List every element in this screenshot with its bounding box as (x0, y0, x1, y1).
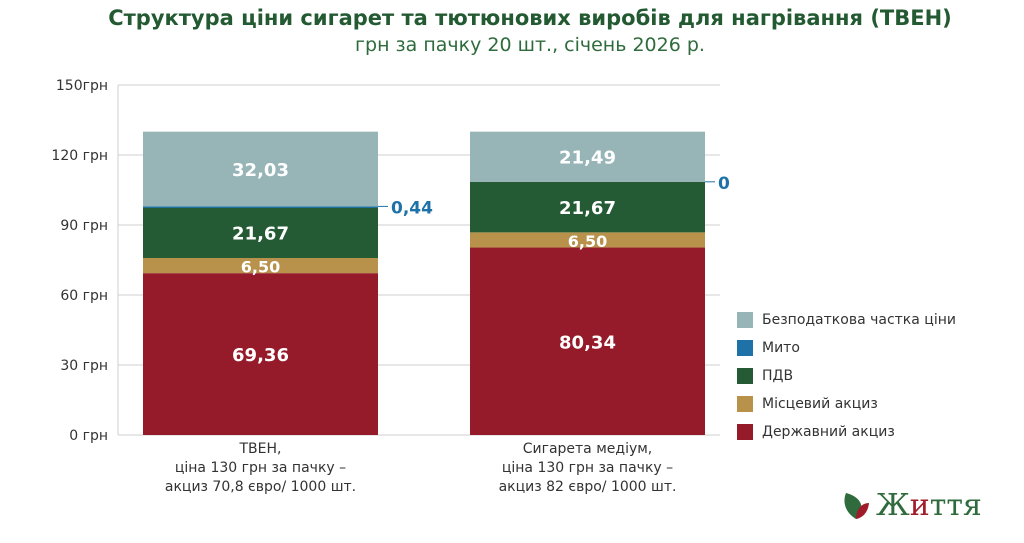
legend-item: Мито (737, 334, 956, 362)
legend-label: Державний акциз (762, 424, 895, 440)
bar-segment (143, 207, 378, 258)
x-tick-label: ціна 130 грн за пачку – (175, 460, 346, 476)
y-tick-label: 120 грн (51, 148, 108, 164)
legend-swatch (737, 368, 753, 384)
legend-swatch (737, 424, 753, 440)
legend-swatch (737, 340, 753, 356)
bar-segment (470, 181, 705, 233)
bar-segment (143, 131, 378, 207)
leaf-icon (844, 492, 869, 519)
data-label: 6,50 (241, 258, 280, 277)
bar-segment (143, 206, 378, 208)
data-label: 32,03 (232, 160, 289, 181)
data-label: 21,49 (559, 148, 616, 169)
legend-label: Місцевий акциз (762, 396, 878, 412)
data-label: 21,67 (232, 224, 289, 245)
y-tick-label: 0 грн (69, 428, 108, 444)
bar-segment (143, 273, 378, 435)
y-tick-label: 60 грн (60, 288, 108, 304)
legend-item: Безподаткова частка ціни (737, 306, 956, 334)
bar-segment (470, 232, 705, 248)
x-tick-label: ТВЕН, (239, 441, 282, 457)
legend-item: Державний акциз (737, 418, 956, 446)
legend-item: ПДВ (737, 362, 956, 390)
data-label: 0,44 (391, 198, 433, 218)
data-label: 21,67 (559, 198, 616, 219)
legend-item: Місцевий акциз (737, 390, 956, 418)
data-label: 6,50 (568, 232, 607, 251)
legend-label: Мито (762, 340, 800, 356)
chart-title: Структура ціни сигарет та тютюнових виро… (108, 6, 952, 30)
x-tick-label: Сигарета медіум, (523, 441, 653, 457)
bar-segment (470, 247, 705, 435)
y-tick-label: 90 грн (60, 218, 108, 234)
data-label: 69,36 (232, 345, 289, 366)
bar-segment (143, 257, 378, 274)
legend-label: Безподаткова частка ціни (762, 312, 956, 328)
x-tick-label: акциз 70,8 євро/ 1000 шт. (165, 479, 356, 495)
data-label: 0 (718, 174, 730, 194)
x-tick-label: акциз 82 євро/ 1000 шт. (499, 479, 677, 495)
x-tick-label: ціна 130 грн за пачку – (502, 460, 673, 476)
legend: Безподаткова частка ціни Мито ПДВ Місцевий … (737, 306, 956, 446)
data-label: 80,34 (559, 332, 616, 353)
chart-subtitle: грн за пачку 20 шт., січень 2026 р. (355, 34, 705, 56)
legend-swatch (737, 396, 753, 412)
legend-swatch (737, 312, 753, 328)
y-tick-label: 30 грн (60, 358, 108, 374)
y-tick-label: 150грн (56, 78, 108, 94)
bar-segment (470, 131, 705, 182)
legend-label: ПДВ (762, 368, 794, 384)
